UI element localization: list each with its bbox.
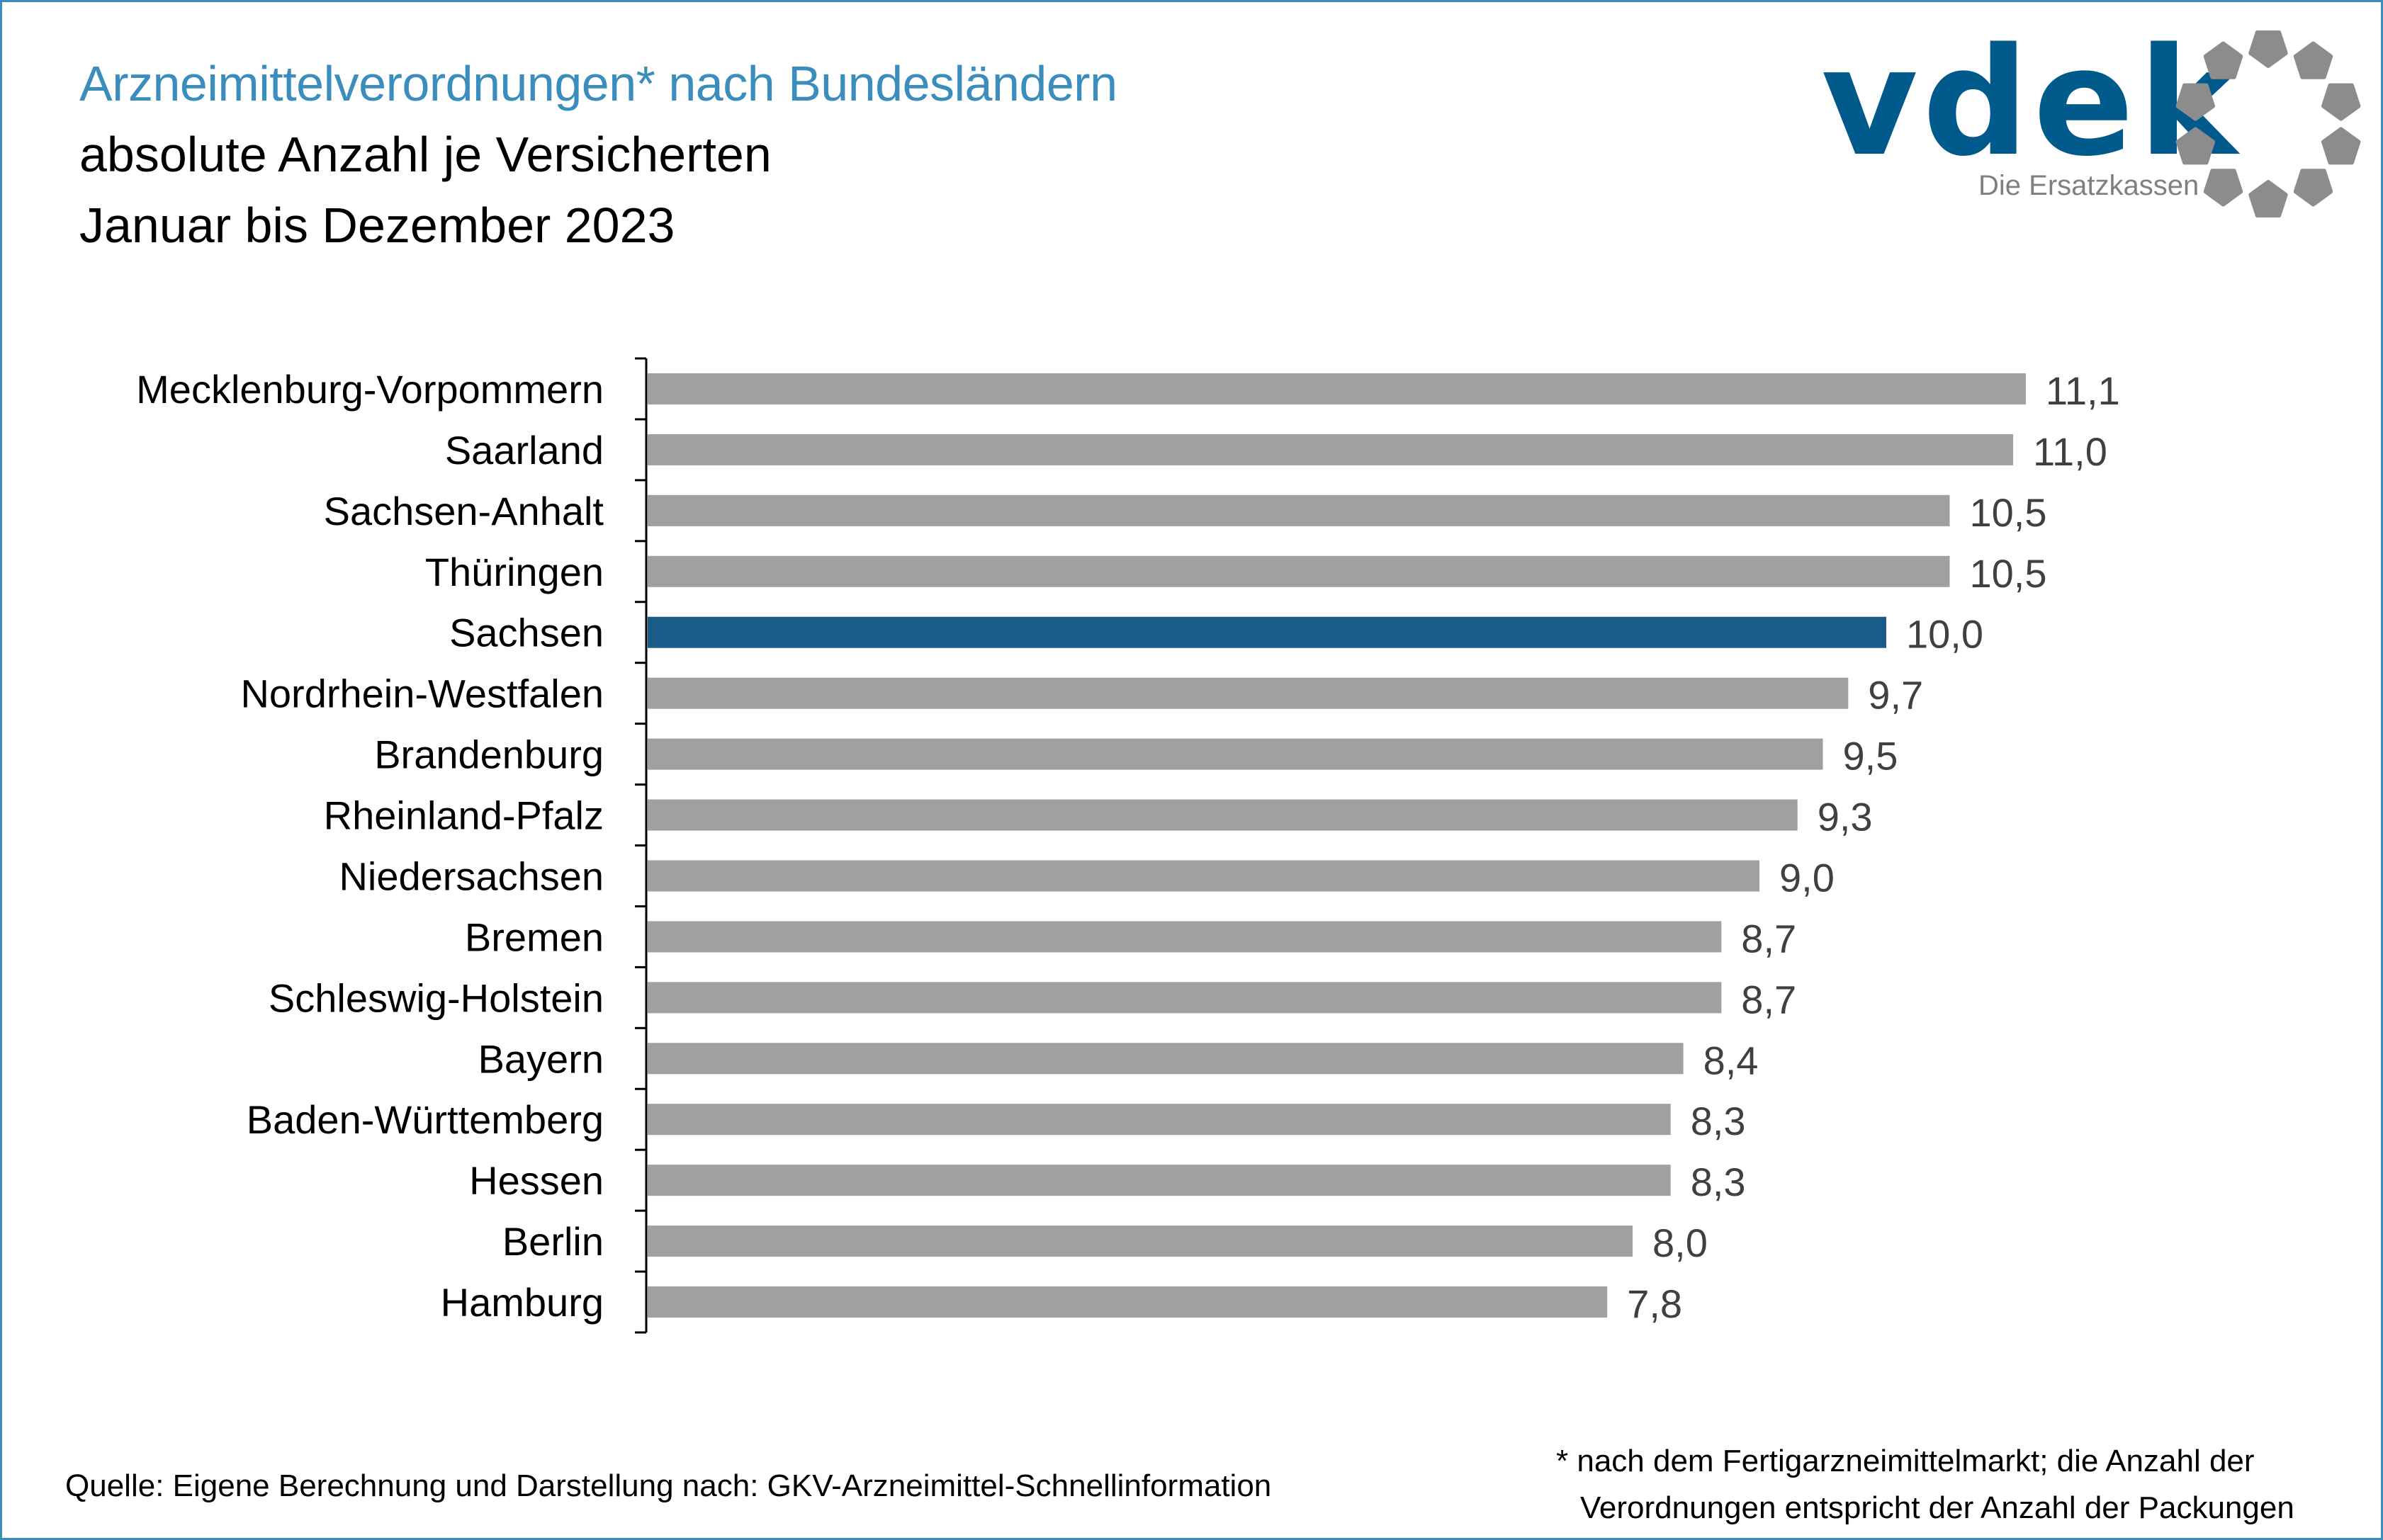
- bar: [648, 434, 2013, 465]
- category-label: Saarland: [445, 428, 604, 472]
- bar: [648, 1043, 1684, 1075]
- value-label: 9,3: [1818, 795, 1873, 839]
- category-label: Hamburg: [441, 1280, 604, 1325]
- category-label: Rheinland-Pfalz: [324, 793, 604, 838]
- category-label: Bremen: [465, 915, 604, 959]
- logo-pentagon: [2293, 41, 2333, 79]
- category-label: Bayern: [478, 1036, 604, 1081]
- value-label: 11,1: [2046, 368, 2120, 413]
- bar: [648, 1165, 1671, 1196]
- category-label: Schleswig-Holstein: [269, 975, 604, 1020]
- value-label: 10,0: [1906, 612, 1983, 657]
- bar: [648, 738, 1823, 770]
- category-label: Sachsen-Anhalt: [324, 489, 604, 533]
- bar: [648, 921, 1722, 953]
- ring-of-pentagons-icon: [2175, 30, 2361, 217]
- category-label: Berlin: [502, 1219, 604, 1264]
- bar: [648, 555, 1950, 587]
- chart-title: Arzneimittelverordnungen* nach Bundeslän…: [79, 56, 1117, 111]
- value-label: 8,4: [1703, 1038, 1759, 1082]
- value-label: 8,3: [1691, 1160, 1746, 1204]
- category-label: Hessen: [469, 1158, 604, 1203]
- value-label: 8,0: [1652, 1221, 1708, 1265]
- value-label: 9,0: [1779, 855, 1835, 900]
- logo-pentagon: [2175, 83, 2215, 121]
- source-note: Quelle: Eigene Berechnung und Darstellun…: [65, 1468, 1272, 1503]
- footnote-line-2: Verordnungen entspricht der Anzahl der P…: [1580, 1490, 2294, 1525]
- logo-pentagon: [2203, 41, 2243, 79]
- value-label: 10,5: [1970, 490, 2047, 535]
- category-label: Sachsen: [449, 611, 604, 655]
- value-label: 8,3: [1691, 1099, 1746, 1143]
- logo-pentagon: [2321, 83, 2361, 121]
- value-label: 9,5: [1843, 734, 1898, 779]
- bar: [648, 1286, 1608, 1318]
- logo-wordmark: vdek: [1821, 16, 2242, 189]
- vdek-logo: vdek Die Ersatzkassen: [1821, 16, 2361, 217]
- category-label: Thüringen: [425, 550, 604, 594]
- logo-pentagon: [2175, 127, 2215, 165]
- category-label: Nordrhein-Westfalen: [240, 672, 604, 716]
- logo-pentagon: [2248, 30, 2288, 68]
- bar: [648, 1225, 1633, 1257]
- category-label: Baden-Württemberg: [247, 1097, 604, 1142]
- footnote-line-1: * nach dem Fertigarzneimittelmarkt; die …: [1556, 1444, 2255, 1478]
- bar: [648, 1104, 1671, 1136]
- value-label: 8,7: [1741, 977, 1796, 1021]
- footnote: * nach dem Fertigarzneimittelmarkt; die …: [1556, 1438, 2294, 1531]
- value-label: 11,0: [2033, 429, 2107, 474]
- bar-highlight: [648, 616, 1886, 648]
- bar: [648, 373, 2026, 404]
- logo-pentagon: [2293, 169, 2333, 207]
- bar: [648, 677, 1849, 709]
- value-label: 8,7: [1741, 916, 1796, 961]
- category-label: Brandenburg: [374, 732, 604, 777]
- chart-subtitle: absolute Anzahl je Versicherten: [79, 127, 772, 182]
- logo-tagline: Die Ersatzkassen: [1978, 170, 2199, 201]
- value-label: 9,7: [1868, 673, 1923, 718]
- bar: [648, 982, 1722, 1014]
- logo-pentagon: [2321, 127, 2361, 165]
- logo-pentagon: [2248, 180, 2288, 217]
- bar: [648, 799, 1798, 831]
- logo-pentagon: [2203, 169, 2243, 207]
- value-label: 10,5: [1970, 551, 2047, 596]
- bar: [648, 494, 1950, 526]
- bar: [648, 860, 1759, 892]
- category-label: Niedersachsen: [339, 854, 604, 898]
- chart-period: Januar bis Dezember 2023: [79, 198, 675, 253]
- category-label: Mecklenburg-Vorpommern: [136, 367, 604, 412]
- value-label: 7,8: [1627, 1281, 1682, 1326]
